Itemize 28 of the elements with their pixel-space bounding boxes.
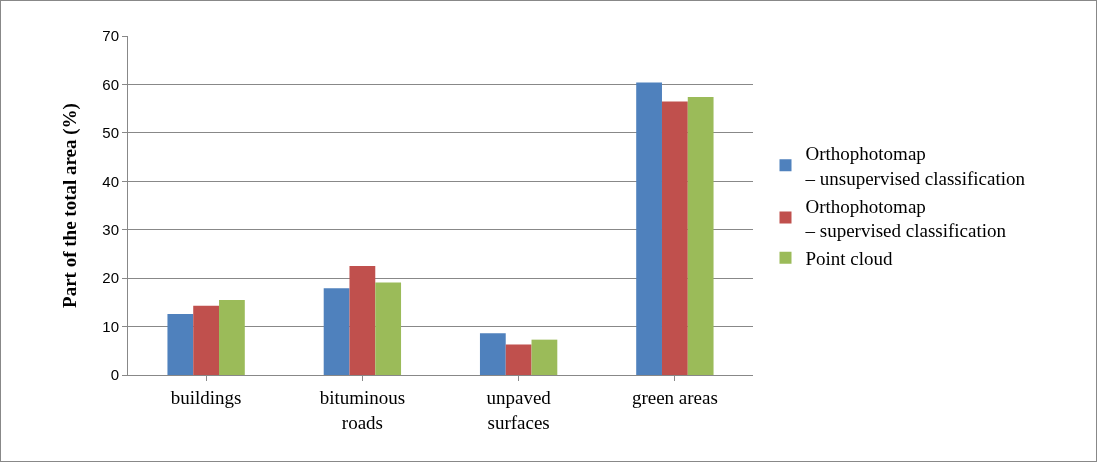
y-tick-label: 10 (102, 317, 119, 335)
y-tick-label: 70 (102, 27, 119, 45)
x-tick-label: unpaved surfaces (486, 386, 552, 433)
bar (193, 305, 220, 375)
y-tick-label: 50 (102, 124, 119, 142)
bar (219, 299, 245, 375)
bar (479, 333, 506, 375)
y-tick-label: 60 (102, 75, 119, 93)
y-tick-label: 0 (110, 366, 119, 384)
legend-label: Orthophotomap – supervised classification (804, 195, 1007, 242)
legend-label: Point cloud (805, 248, 894, 270)
y-tick-label: 40 (102, 172, 119, 190)
bar (531, 339, 558, 375)
bar (636, 82, 662, 375)
y-tick-label: 20 (102, 269, 119, 287)
legend-label: Orthophotomap – unsupervised classification (804, 143, 1026, 189)
bar (375, 282, 402, 375)
bar (687, 97, 714, 375)
bar (349, 266, 376, 375)
y-tick-label: 30 (102, 220, 119, 238)
bar (505, 344, 532, 375)
bar (167, 313, 194, 375)
x-tick-label: bituminous roads (319, 386, 406, 433)
x-tick-label: green areas (631, 386, 718, 408)
bar (323, 288, 350, 375)
bar (661, 101, 688, 375)
x-tick-label: buildings (170, 386, 242, 408)
y-axis-title: Part of the total area (%) (59, 103, 82, 308)
